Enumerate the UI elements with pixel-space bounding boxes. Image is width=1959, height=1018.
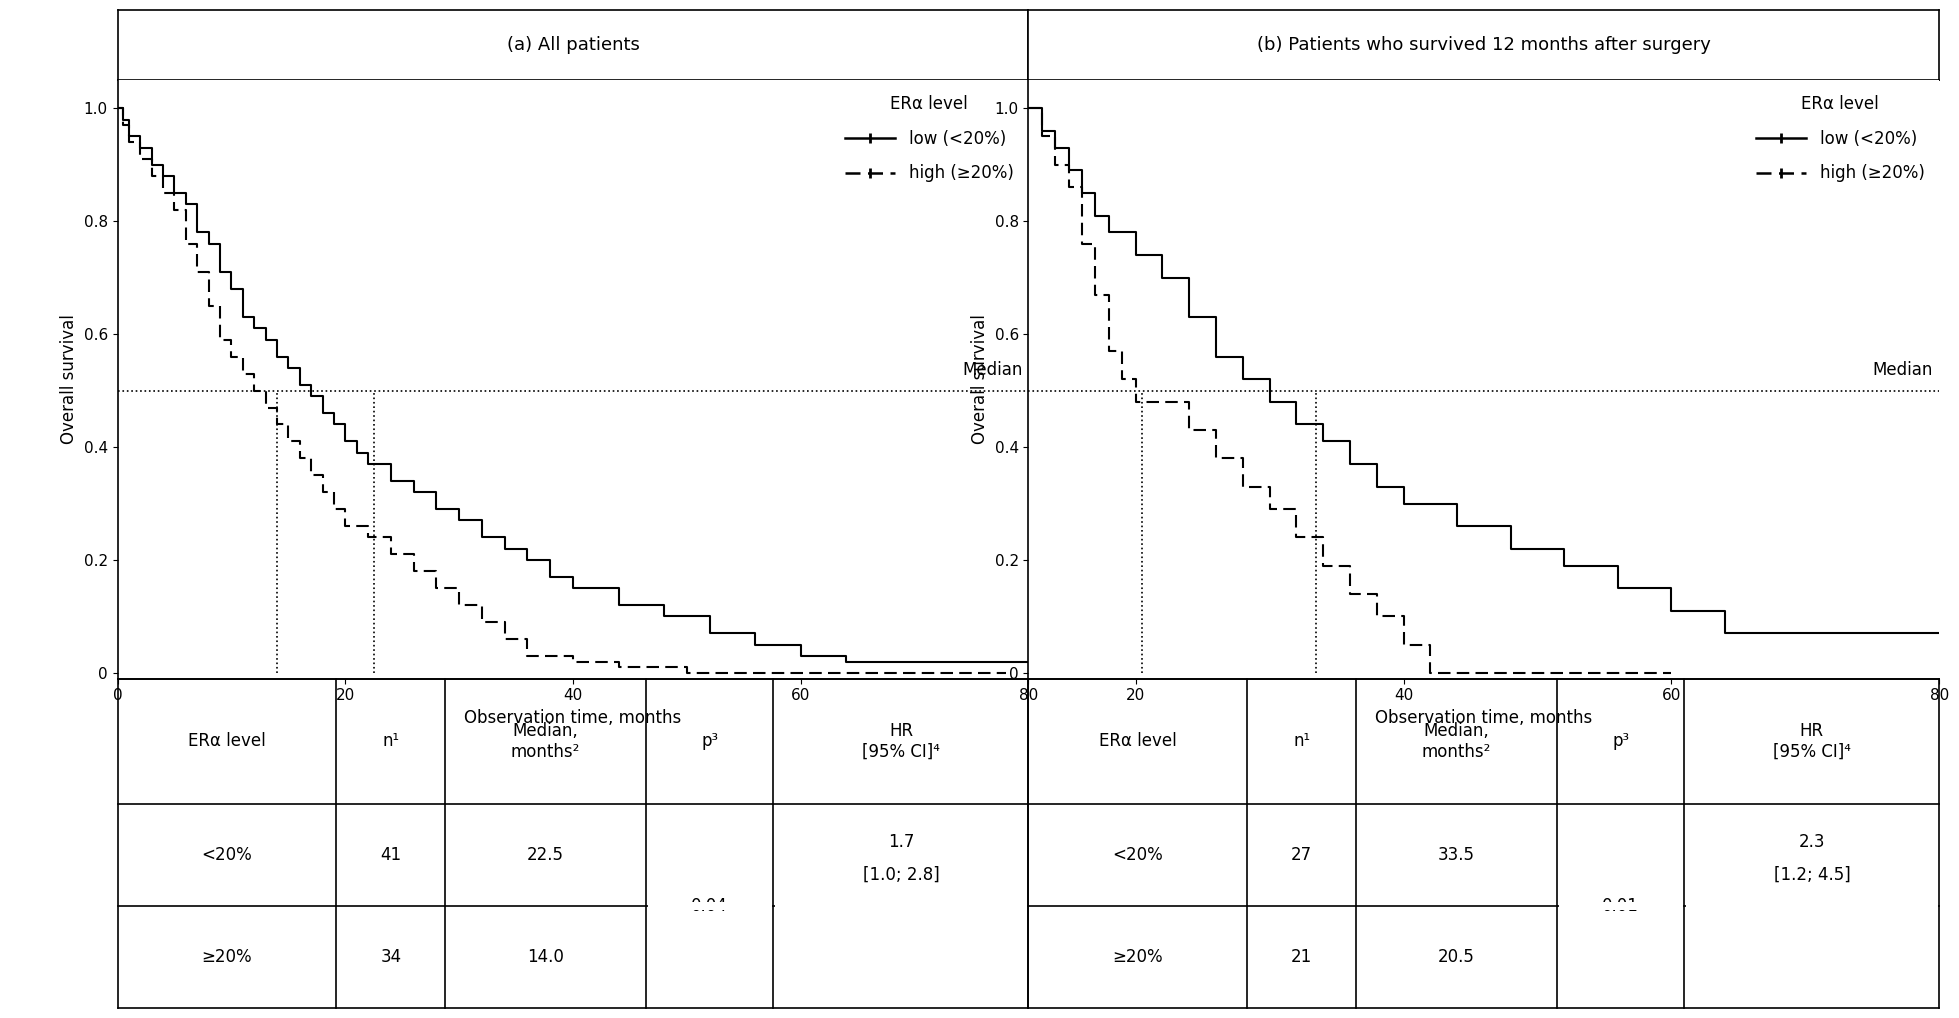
- Text: 33.5: 33.5: [1438, 846, 1475, 863]
- Text: 0.04: 0.04: [692, 897, 729, 915]
- Legend: low (<20%), high (≥20%): low (<20%), high (≥20%): [1749, 89, 1932, 189]
- Text: 21: 21: [1291, 948, 1313, 966]
- Text: 1.7: 1.7: [887, 833, 915, 851]
- Text: ERα level: ERα level: [188, 732, 266, 750]
- X-axis label: Observation time, months: Observation time, months: [464, 709, 682, 727]
- Text: p³: p³: [1612, 732, 1630, 750]
- Text: [1.0; 2.8]: [1.0; 2.8]: [862, 865, 938, 884]
- Text: ERα level: ERα level: [1099, 732, 1177, 750]
- FancyBboxPatch shape: [776, 902, 1027, 910]
- Text: 22.5: 22.5: [527, 846, 564, 863]
- Text: 41: 41: [380, 846, 402, 863]
- Text: <20%: <20%: [202, 846, 253, 863]
- Text: 34: 34: [380, 948, 402, 966]
- Y-axis label: Overall survival: Overall survival: [61, 315, 78, 444]
- Legend: low (<20%), high (≥20%): low (<20%), high (≥20%): [838, 89, 1021, 189]
- Text: n¹: n¹: [382, 732, 400, 750]
- Text: 14.0: 14.0: [527, 948, 564, 966]
- Text: p³: p³: [701, 732, 719, 750]
- Text: HR
[95% CI]⁴: HR [95% CI]⁴: [1773, 722, 1851, 760]
- FancyBboxPatch shape: [648, 902, 772, 910]
- Text: n¹: n¹: [1293, 732, 1311, 750]
- Text: HR
[95% CI]⁴: HR [95% CI]⁴: [862, 722, 940, 760]
- FancyBboxPatch shape: [1559, 902, 1683, 910]
- Text: Median,
months²: Median, months²: [511, 722, 580, 760]
- Text: [1.2; 4.5]: [1.2; 4.5]: [1773, 865, 1849, 884]
- Text: Median: Median: [962, 361, 1023, 380]
- Y-axis label: Overall survival: Overall survival: [972, 315, 989, 444]
- X-axis label: Observation time, months: Observation time, months: [1375, 709, 1593, 727]
- Text: 0.01: 0.01: [1602, 897, 1640, 915]
- Text: (a) All patients: (a) All patients: [507, 36, 639, 54]
- Text: <20%: <20%: [1113, 846, 1164, 863]
- Text: 27: 27: [1291, 846, 1313, 863]
- Text: 20.5: 20.5: [1438, 948, 1475, 966]
- FancyBboxPatch shape: [1687, 902, 1937, 910]
- Text: Median,
months²: Median, months²: [1422, 722, 1491, 760]
- Text: 2.3: 2.3: [1798, 833, 1826, 851]
- Text: Median: Median: [1873, 361, 1934, 380]
- Text: ≥20%: ≥20%: [202, 948, 253, 966]
- Text: (b) Patients who survived 12 months after surgery: (b) Patients who survived 12 months afte…: [1258, 36, 1710, 54]
- Text: ≥20%: ≥20%: [1113, 948, 1164, 966]
